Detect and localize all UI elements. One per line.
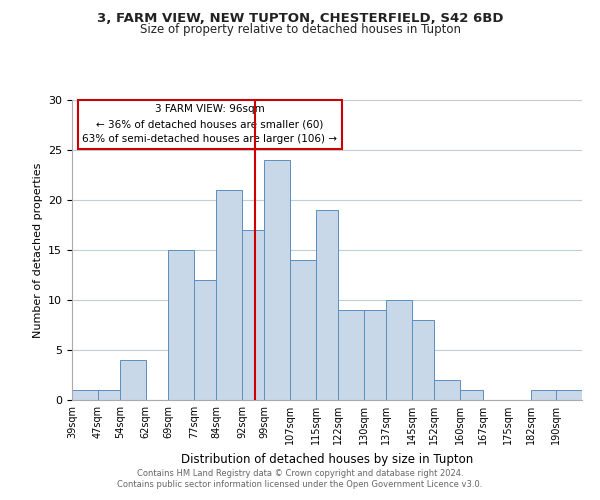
Bar <box>460 390 482 400</box>
Bar <box>364 310 386 400</box>
Bar <box>265 160 290 400</box>
Text: 3 FARM VIEW: 96sqm
← 36% of detached houses are smaller (60)
63% of semi-detache: 3 FARM VIEW: 96sqm ← 36% of detached hou… <box>82 104 337 144</box>
Bar <box>412 320 434 400</box>
Bar <box>434 380 460 400</box>
Text: Contains HM Land Registry data © Crown copyright and database right 2024.: Contains HM Land Registry data © Crown c… <box>137 468 463 477</box>
Y-axis label: Number of detached properties: Number of detached properties <box>32 162 43 338</box>
Bar <box>168 250 194 400</box>
Text: Contains public sector information licensed under the Open Government Licence v3: Contains public sector information licen… <box>118 480 482 489</box>
Bar <box>194 280 217 400</box>
Bar <box>316 210 338 400</box>
Text: 3, FARM VIEW, NEW TUPTON, CHESTERFIELD, S42 6BD: 3, FARM VIEW, NEW TUPTON, CHESTERFIELD, … <box>97 12 503 26</box>
Bar <box>98 390 120 400</box>
Bar <box>217 190 242 400</box>
Bar <box>120 360 146 400</box>
Bar <box>72 390 98 400</box>
Bar <box>338 310 364 400</box>
Bar <box>242 230 265 400</box>
X-axis label: Distribution of detached houses by size in Tupton: Distribution of detached houses by size … <box>181 452 473 466</box>
Bar <box>290 260 316 400</box>
Bar <box>556 390 582 400</box>
Bar <box>386 300 412 400</box>
Text: Size of property relative to detached houses in Tupton: Size of property relative to detached ho… <box>139 22 461 36</box>
Bar <box>530 390 556 400</box>
